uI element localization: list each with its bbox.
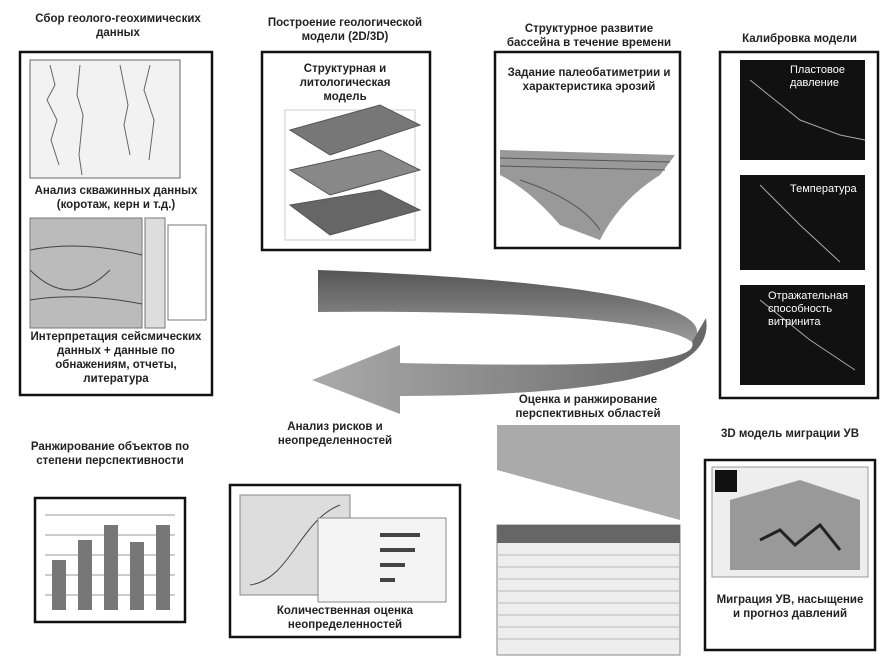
- panel-caption: Пластовое давление: [790, 64, 845, 89]
- prospect-map-image: [496, 425, 681, 656]
- panel-caption: Задание палеобатиметрии и характеристика…: [507, 67, 671, 93]
- panel-caption: Температура: [790, 183, 857, 195]
- panel-caption: Миграция УВ, насыщение и прогноз давлени…: [716, 594, 864, 620]
- panel-caption: Интерпретация сейсмических данных + данн…: [30, 331, 202, 385]
- panel-caption: Количественная оценка неопределенностей: [276, 605, 414, 631]
- panel-caption: Анализ скважинных данных (коротаж, керн …: [34, 185, 198, 211]
- panel-title: Ранжирование объектов по степени перспек…: [30, 441, 190, 467]
- panel-caption: Отражательная способность витринита: [768, 290, 849, 328]
- panel-title: Структурное развитие бассейна в течение …: [506, 23, 672, 49]
- panel-title: Оценка и ранжирование перспективных обла…: [515, 394, 661, 420]
- structural-model-image: [284, 104, 422, 241]
- panel-caption: Структурная и литологическая модель: [299, 63, 391, 103]
- migration-model-image: [711, 466, 869, 578]
- panel-title: Построение геологической модели (2D/3D): [267, 17, 423, 43]
- seismic-image: [29, 217, 207, 329]
- well-log-image: [29, 59, 181, 179]
- panel-title: Анализ рисков и неопределенностей: [277, 421, 393, 447]
- cycle-arrow: [312, 270, 707, 414]
- panel-title: 3D модель миграции УВ: [720, 428, 860, 440]
- panel-title: Калибровка модели: [742, 33, 857, 45]
- risk-analysis-image: [239, 494, 447, 603]
- panel-frame: [493, 50, 682, 250]
- calibration-plots: [740, 60, 866, 385]
- basin-image: [499, 150, 675, 240]
- ranking-chart-image: [45, 514, 175, 610]
- panel-title: Сбор геолого-геохимических данных: [35, 13, 201, 39]
